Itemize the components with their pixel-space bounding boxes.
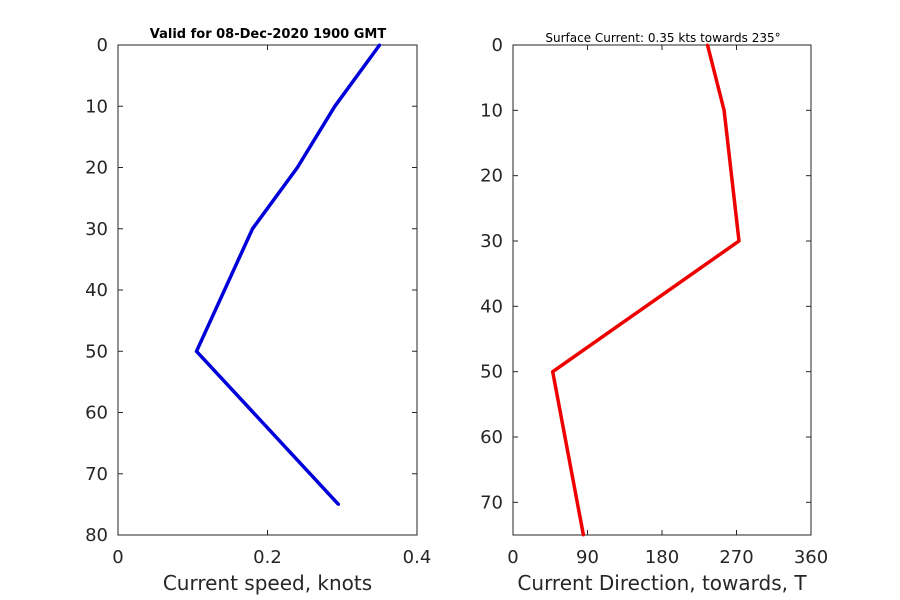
speed-data-point bbox=[378, 43, 382, 47]
direction-y-tick-label: 50 bbox=[480, 362, 503, 383]
direction-y-tick-label: 40 bbox=[480, 296, 503, 317]
direction-y-tick-label: 20 bbox=[480, 166, 503, 187]
speed-data-point bbox=[251, 227, 255, 231]
direction-chart-frame bbox=[512, 44, 812, 536]
direction-x-tick-label: 360 bbox=[794, 547, 828, 568]
direction-chart-ticks: 0 10 20 30 40 50 60 70 0 90 180 270 360 bbox=[480, 35, 828, 568]
speed-y-tick-label: 20 bbox=[85, 158, 108, 179]
direction-x-axis-label: Current Direction, towards, T bbox=[517, 571, 807, 595]
direction-data-point bbox=[551, 370, 555, 374]
speed-series-line bbox=[194, 43, 382, 506]
direction-y-tick-label: 10 bbox=[480, 100, 503, 121]
direction-y-tick-label: 0 bbox=[492, 35, 503, 56]
direction-series-line bbox=[550, 44, 741, 536]
direction-x-tick-label: 180 bbox=[645, 547, 679, 568]
speed-y-tick-label: 70 bbox=[85, 464, 108, 485]
speed-y-tick-label: 50 bbox=[85, 341, 108, 362]
speed-x-tick-label: 0.4 bbox=[403, 547, 432, 568]
direction-y-tick-label: 70 bbox=[480, 492, 503, 513]
direction-y-tick-label: 60 bbox=[480, 427, 503, 448]
speed-y-tick-label: 60 bbox=[85, 403, 108, 424]
direction-x-tick-label: 90 bbox=[576, 547, 599, 568]
speed-x-axis-label: Current speed, knots bbox=[163, 571, 372, 595]
direction-data-point bbox=[581, 533, 585, 537]
speed-data-point bbox=[333, 104, 337, 108]
speed-data-point bbox=[194, 349, 198, 353]
speed-x-tick-label: 0.2 bbox=[253, 547, 282, 568]
direction-profile-chart: Surface Current: 0.35 kts towards 235° 0… bbox=[480, 31, 828, 595]
speed-data-point bbox=[295, 166, 299, 169]
speed-chart-frame bbox=[117, 44, 418, 536]
direction-data-point bbox=[706, 43, 710, 47]
speed-chart-title: Valid for 08-Dec-2020 1900 GMT bbox=[150, 27, 387, 42]
direction-x-tick-label: 270 bbox=[719, 547, 753, 568]
direction-data-point bbox=[722, 108, 726, 112]
speed-y-tick-label: 0 bbox=[97, 35, 108, 56]
direction-y-tick-label: 30 bbox=[480, 231, 503, 252]
direction-x-tick-label: 0 bbox=[507, 547, 518, 568]
speed-profile-chart: Valid for 08-Dec-2020 1900 GMT 0 10 20 30 40… bbox=[85, 27, 431, 595]
speed-y-tick-label: 30 bbox=[85, 219, 108, 240]
direction-data-point bbox=[737, 239, 741, 243]
speed-x-tick-label: 0 bbox=[112, 547, 123, 568]
speed-y-tick-label: 80 bbox=[85, 525, 108, 546]
direction-chart-title: Surface Current: 0.35 kts towards 235° bbox=[545, 31, 780, 45]
speed-y-tick-label: 40 bbox=[85, 280, 108, 301]
speed-y-tick-label: 10 bbox=[85, 96, 108, 117]
speed-data-point bbox=[337, 502, 341, 506]
